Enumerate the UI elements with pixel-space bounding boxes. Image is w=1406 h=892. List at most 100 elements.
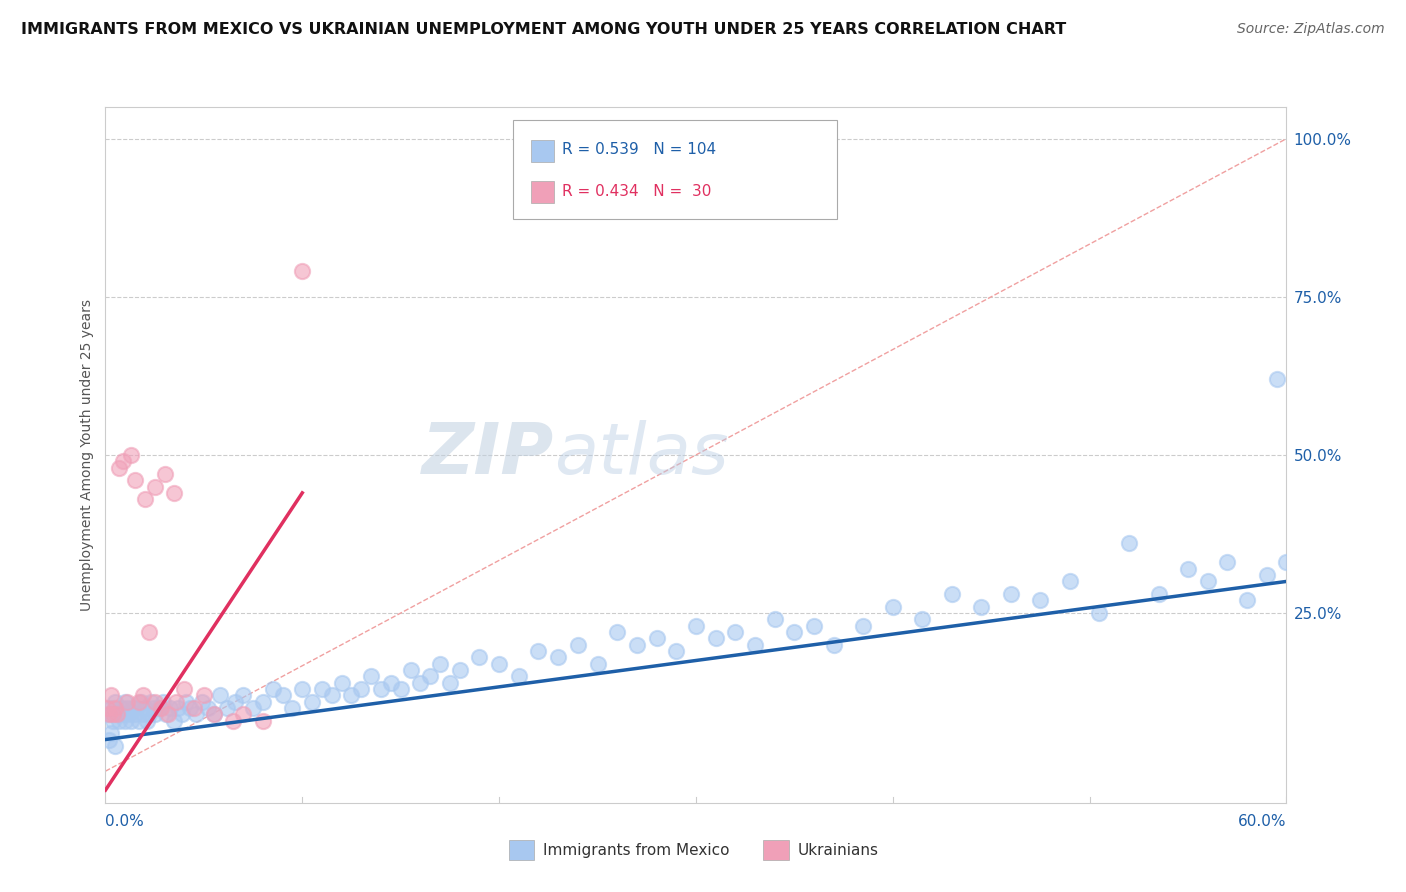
Point bbox=[128, 714, 150, 728]
Point bbox=[1216, 556, 1239, 570]
Point bbox=[439, 675, 461, 690]
Point bbox=[132, 707, 155, 722]
Text: IMMIGRANTS FROM MEXICO VS UKRAINIAN UNEMPLOYMENT AMONG YOUTH UNDER 25 YEARS CORR: IMMIGRANTS FROM MEXICO VS UKRAINIAN UNEM… bbox=[21, 22, 1066, 37]
Point bbox=[208, 688, 231, 702]
Point bbox=[281, 701, 304, 715]
Point bbox=[311, 681, 333, 696]
Point bbox=[360, 669, 382, 683]
Point bbox=[823, 638, 845, 652]
Point bbox=[222, 714, 245, 728]
Point bbox=[449, 663, 471, 677]
Point bbox=[370, 681, 392, 696]
Point bbox=[1177, 562, 1199, 576]
Point bbox=[704, 632, 727, 646]
Point bbox=[330, 675, 353, 690]
Text: R = 0.434   N =  30: R = 0.434 N = 30 bbox=[562, 185, 711, 199]
Point bbox=[112, 454, 135, 468]
Point bbox=[112, 707, 135, 722]
Point bbox=[104, 695, 127, 709]
Point bbox=[159, 701, 181, 715]
Point bbox=[763, 612, 786, 626]
Point bbox=[100, 701, 122, 715]
Point bbox=[508, 669, 530, 683]
Point bbox=[120, 448, 142, 462]
Point bbox=[1275, 556, 1298, 570]
Point bbox=[191, 695, 214, 709]
Point bbox=[124, 707, 146, 722]
Point bbox=[100, 726, 122, 740]
Point bbox=[115, 701, 138, 715]
Point bbox=[163, 486, 186, 500]
Point bbox=[941, 587, 963, 601]
Point bbox=[1118, 536, 1140, 550]
Point bbox=[242, 701, 264, 715]
Point bbox=[104, 739, 127, 753]
Point bbox=[1088, 606, 1111, 620]
Text: Source: ZipAtlas.com: Source: ZipAtlas.com bbox=[1237, 22, 1385, 37]
Point bbox=[419, 669, 441, 683]
Point bbox=[153, 467, 176, 481]
Point bbox=[882, 599, 904, 614]
Point bbox=[110, 701, 132, 715]
Point bbox=[134, 492, 156, 507]
Point bbox=[138, 707, 160, 722]
Point bbox=[157, 707, 180, 722]
Point bbox=[1059, 574, 1081, 589]
Point bbox=[1000, 587, 1022, 601]
Point bbox=[252, 695, 274, 709]
Point bbox=[1256, 568, 1278, 582]
Point bbox=[173, 681, 195, 696]
Point bbox=[105, 707, 128, 722]
Point bbox=[429, 657, 451, 671]
Point bbox=[172, 707, 194, 722]
Point bbox=[165, 695, 187, 709]
Point bbox=[138, 625, 160, 640]
Point bbox=[665, 644, 688, 658]
Point bbox=[152, 695, 174, 709]
Text: Immigrants from Mexico: Immigrants from Mexico bbox=[543, 843, 730, 857]
Point bbox=[744, 638, 766, 652]
Point bbox=[122, 701, 145, 715]
Point bbox=[163, 714, 186, 728]
Point bbox=[143, 479, 166, 493]
Point bbox=[174, 695, 197, 709]
Point bbox=[301, 695, 323, 709]
Text: Ukrainians: Ukrainians bbox=[797, 843, 879, 857]
Point bbox=[114, 714, 136, 728]
Point bbox=[120, 714, 142, 728]
Point bbox=[1029, 593, 1052, 607]
Point bbox=[488, 657, 510, 671]
Point bbox=[98, 732, 121, 747]
Point bbox=[852, 618, 875, 632]
Point bbox=[103, 714, 125, 728]
Point bbox=[104, 701, 127, 715]
Point bbox=[1147, 587, 1170, 601]
Point bbox=[148, 701, 170, 715]
Point bbox=[271, 688, 294, 702]
Point bbox=[98, 707, 121, 722]
Point bbox=[380, 675, 402, 690]
Point bbox=[125, 701, 148, 715]
Point bbox=[340, 688, 363, 702]
Point bbox=[911, 612, 934, 626]
Point bbox=[262, 681, 284, 696]
Point bbox=[1197, 574, 1219, 589]
Point bbox=[132, 688, 155, 702]
Point bbox=[134, 701, 156, 715]
Point bbox=[409, 675, 432, 690]
Text: 0.0%: 0.0% bbox=[105, 814, 145, 829]
Point bbox=[167, 701, 190, 715]
Point bbox=[142, 701, 165, 715]
Point bbox=[114, 695, 136, 709]
Point bbox=[724, 625, 747, 640]
Point bbox=[232, 707, 254, 722]
Point bbox=[350, 681, 373, 696]
Point bbox=[224, 695, 246, 709]
Point bbox=[468, 650, 491, 665]
Point bbox=[183, 701, 205, 715]
Point bbox=[685, 618, 707, 632]
Point bbox=[184, 707, 207, 722]
Point bbox=[586, 657, 609, 671]
Point bbox=[970, 599, 993, 614]
Point bbox=[202, 707, 225, 722]
